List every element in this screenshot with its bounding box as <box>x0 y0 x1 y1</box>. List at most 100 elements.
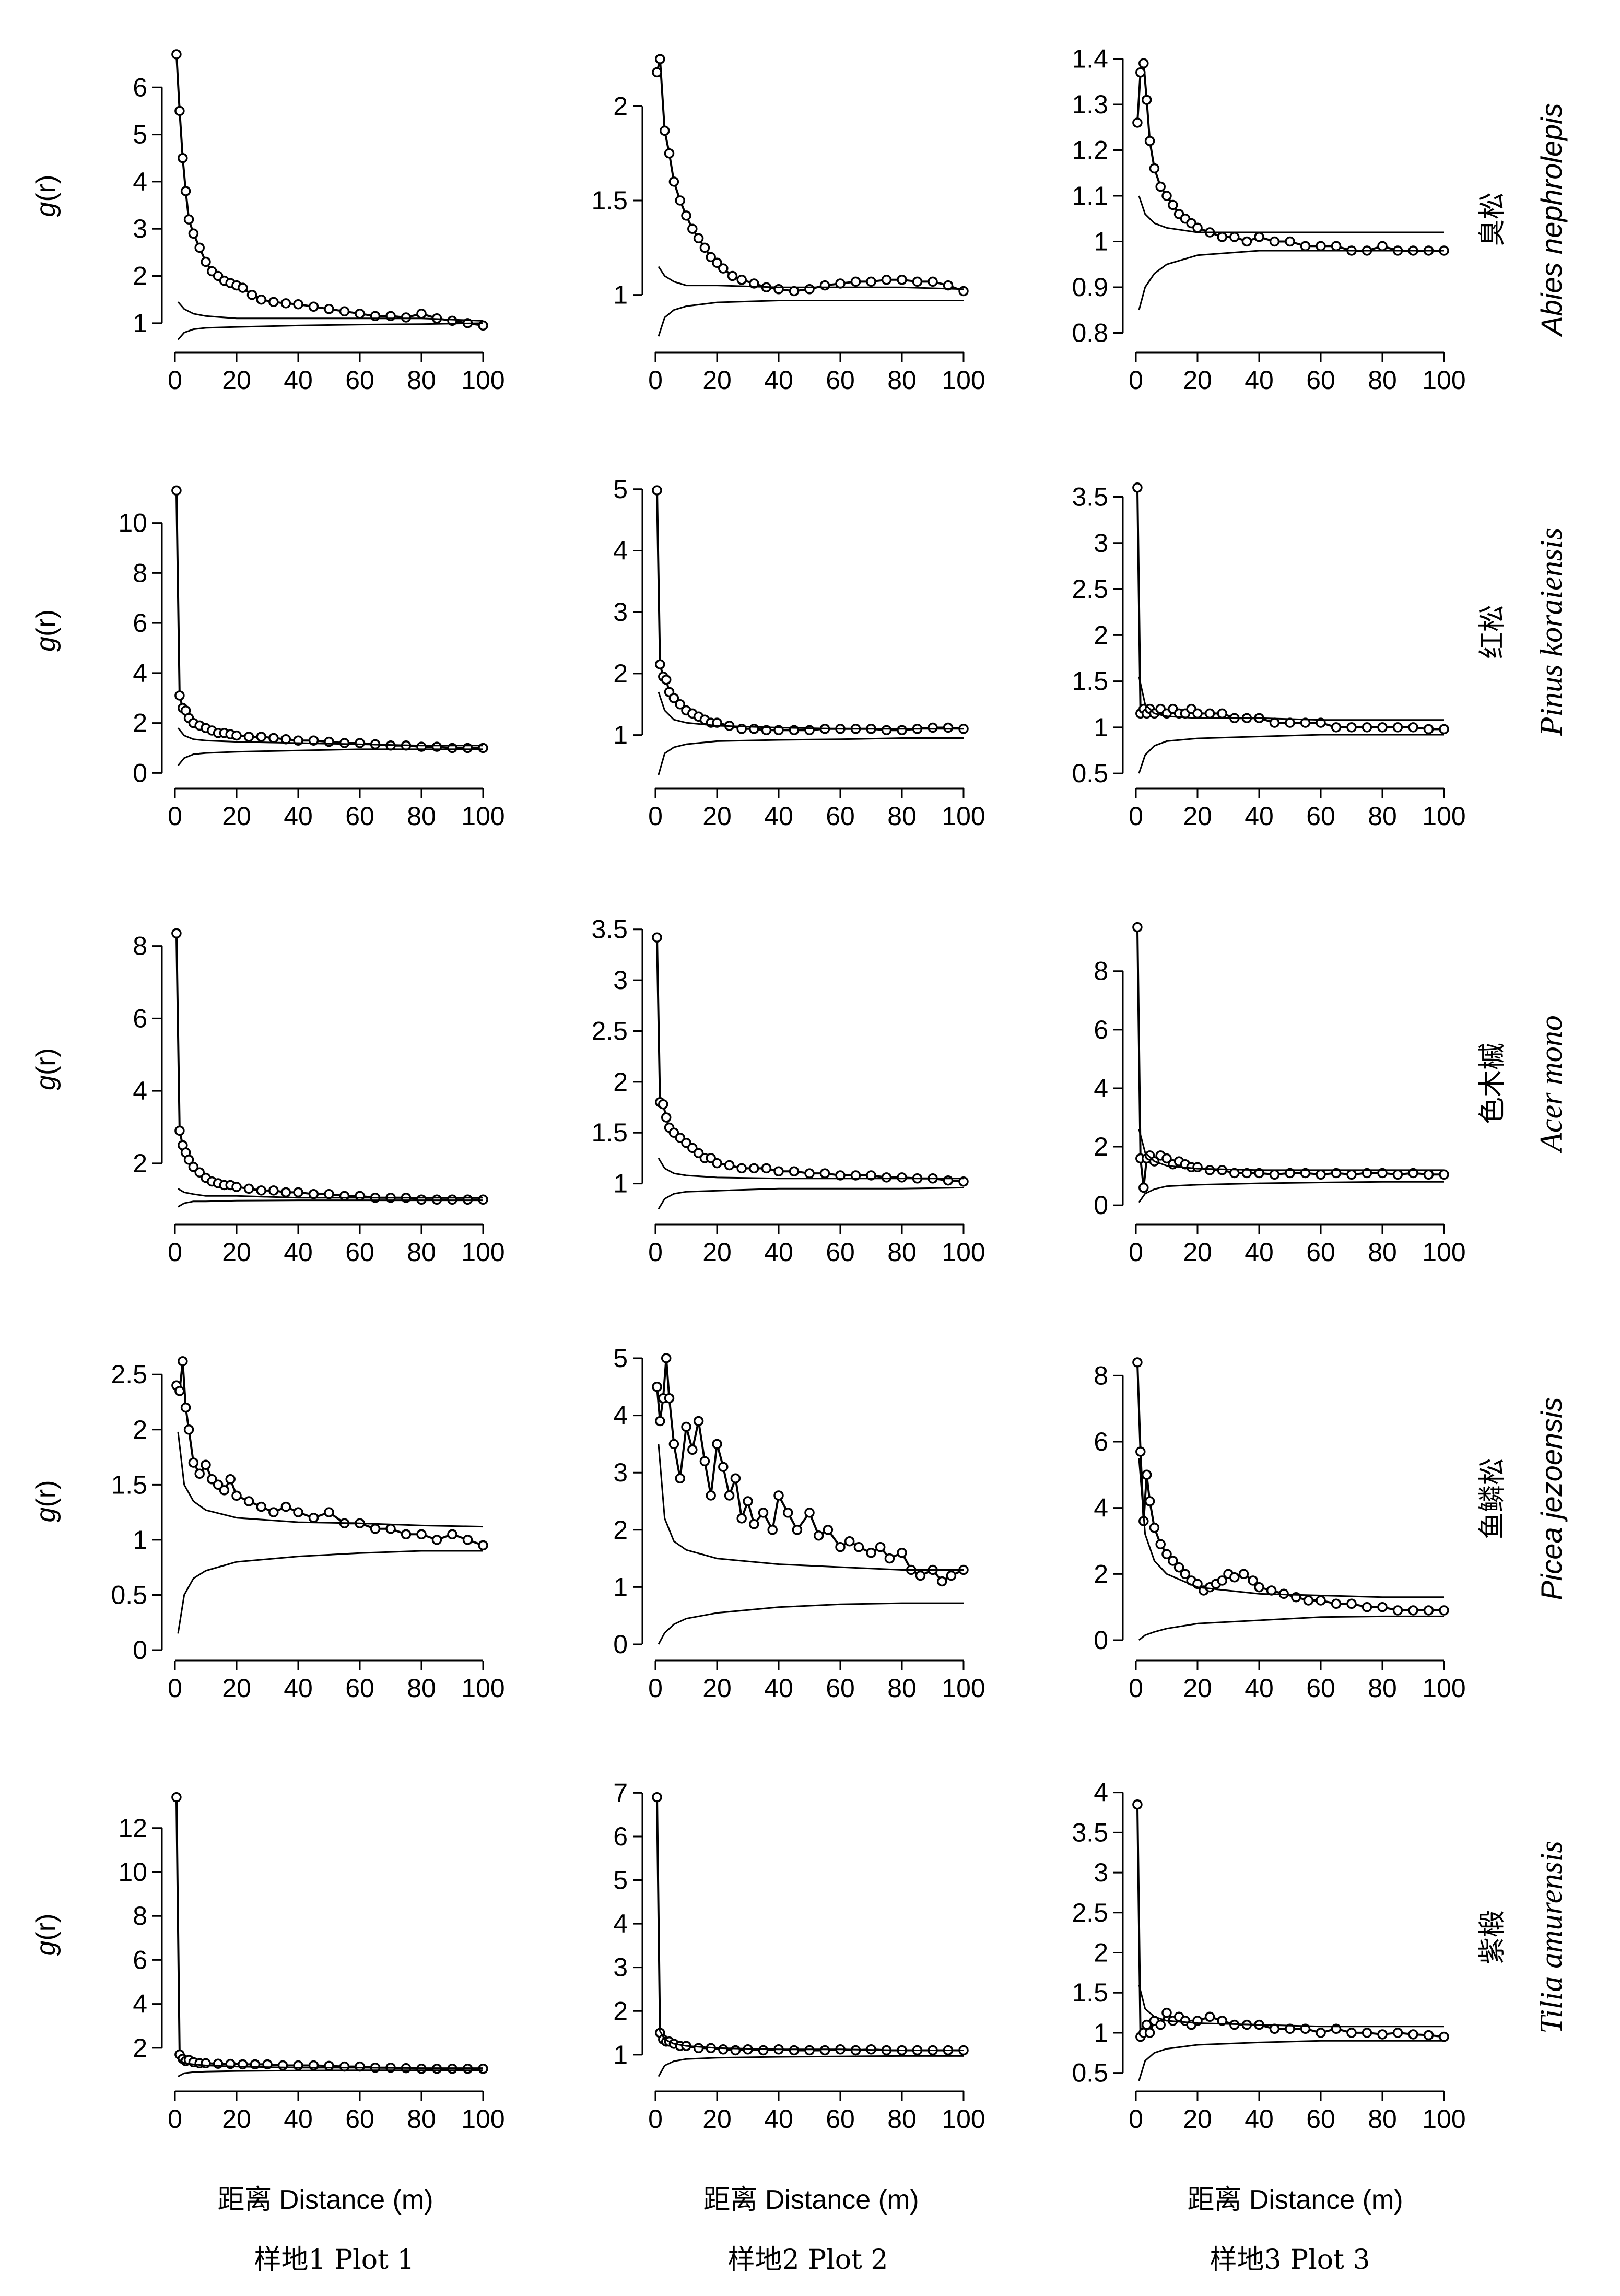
x-tick-label: 100 <box>461 2104 504 2134</box>
data-point <box>1217 232 1227 242</box>
data-point <box>881 725 892 735</box>
x-tick-label: 20 <box>1183 366 1212 395</box>
y-tick-label: 5 <box>133 120 147 149</box>
y-tick-label: 0.8 <box>1072 319 1108 348</box>
y-tick-label: 4 <box>133 167 147 196</box>
data-point <box>658 1099 668 1110</box>
data-point <box>1141 1469 1152 1480</box>
data-point <box>652 932 662 943</box>
y-tick-label: 6 <box>133 1945 147 1974</box>
data-point <box>1254 1168 1264 1179</box>
x-tick-label: 100 <box>461 1674 504 1703</box>
data-point <box>1241 236 1252 247</box>
data-point <box>1392 1169 1403 1180</box>
species-cn-label: 鱼鳞松 <box>1477 1458 1508 1539</box>
data-point <box>174 105 185 116</box>
data-point <box>219 1485 230 1496</box>
y-tick-label: 8 <box>133 558 147 587</box>
y-tick-label: 2.5 <box>1072 574 1108 604</box>
column-xlabel-1: 距离 Distance (m) <box>217 2185 433 2215</box>
data-point <box>1269 717 1280 728</box>
y-tick-label: 5 <box>613 1344 628 1373</box>
y-tick-label: 1.5 <box>1072 1978 1108 2007</box>
panel-r1c2: 11.520 20 40 60 80 100 <box>591 54 985 395</box>
y-tick-label: 4 <box>133 658 147 688</box>
series-envelope_lower <box>177 322 484 340</box>
panel-r2c2: 1 2 3 4 5 0 20 40 60 80 100 <box>613 475 985 831</box>
x-tick-label: 60 <box>1306 366 1335 395</box>
data-point <box>339 738 350 748</box>
y-tick-label: 2.5 <box>1072 1898 1108 1927</box>
data-point <box>789 2045 800 2056</box>
data-point <box>1192 1162 1203 1173</box>
data-point <box>804 1168 815 1179</box>
data-point <box>194 1167 205 1178</box>
data-point <box>652 485 662 496</box>
series-observed <box>175 490 483 749</box>
data-point <box>1155 2019 1166 2030</box>
data-point <box>884 1553 895 1564</box>
x-tick-label: 80 <box>1368 1674 1397 1703</box>
data-point <box>773 284 784 295</box>
data-point <box>743 1496 753 1506</box>
data-point <box>693 233 704 244</box>
y-tick-label: 1.1 <box>1072 181 1108 210</box>
data-point <box>370 1524 381 1534</box>
data-point <box>835 278 846 289</box>
y-tick-label: 8 <box>1094 957 1108 986</box>
data-point <box>687 223 698 234</box>
data-point <box>727 270 738 281</box>
x-tick-label: 0 <box>1129 2104 1143 2134</box>
data-point <box>324 1507 334 1517</box>
y-tick-label: 3 <box>1094 528 1108 558</box>
data-point <box>1229 232 1240 242</box>
data-point <box>782 1508 793 1518</box>
y-tick-label: 3 <box>613 1458 628 1487</box>
data-point <box>188 1162 199 1172</box>
data-point <box>462 1535 473 1545</box>
x-tick-label: 60 <box>826 366 855 395</box>
data-point <box>238 282 248 293</box>
x-tick-label: 0 <box>648 366 663 395</box>
data-point <box>183 1424 194 1435</box>
row-label-picea: 鱼鳞松 Picea jezoensis <box>1477 1397 1568 1600</box>
x-tick-label: 80 <box>1368 366 1397 395</box>
data-point <box>1346 1598 1357 1609</box>
data-point <box>1408 2029 1418 2040</box>
x-tick-label: 60 <box>345 802 374 831</box>
data-point <box>661 1353 672 1363</box>
data-point <box>897 725 907 735</box>
data-point <box>280 1187 291 1198</box>
data-point <box>912 276 923 287</box>
data-point <box>897 275 907 285</box>
data-point <box>758 1508 769 1518</box>
y-tick-label: 4 <box>133 1989 147 2019</box>
data-point <box>706 1490 716 1501</box>
y-tick-label: 2 <box>1094 1132 1108 1161</box>
row-label-abies: 臭松 Abies nephrolepis <box>1477 103 1568 337</box>
data-point <box>293 299 303 310</box>
data-point <box>804 2045 815 2056</box>
data-point <box>1316 241 1326 252</box>
data-point <box>1135 1446 1146 1457</box>
x-tick-label: 40 <box>284 1238 313 1267</box>
data-point <box>1132 1799 1143 1810</box>
series-observed <box>656 490 964 732</box>
data-point <box>819 280 830 291</box>
x-tick-label: 0 <box>1129 1674 1143 1703</box>
data-point <box>1392 2028 1403 2038</box>
series-envelope_upper <box>1138 676 1444 721</box>
y-tick-label: 2 <box>133 262 147 291</box>
y-tick-label: 4 <box>133 1076 147 1105</box>
series-envelope_upper <box>658 266 964 290</box>
data-point <box>1377 241 1388 252</box>
y-tick-label: 4 <box>1094 1493 1108 1523</box>
data-point <box>355 309 365 319</box>
data-point <box>174 1125 185 1136</box>
x-tick-label: 80 <box>887 2104 917 2134</box>
series-envelope_lower <box>177 1550 483 1634</box>
data-point <box>718 1462 729 1472</box>
data-point <box>1303 1595 1314 1606</box>
y-tick-label: 3 <box>613 966 628 995</box>
data-point <box>1180 1569 1191 1580</box>
